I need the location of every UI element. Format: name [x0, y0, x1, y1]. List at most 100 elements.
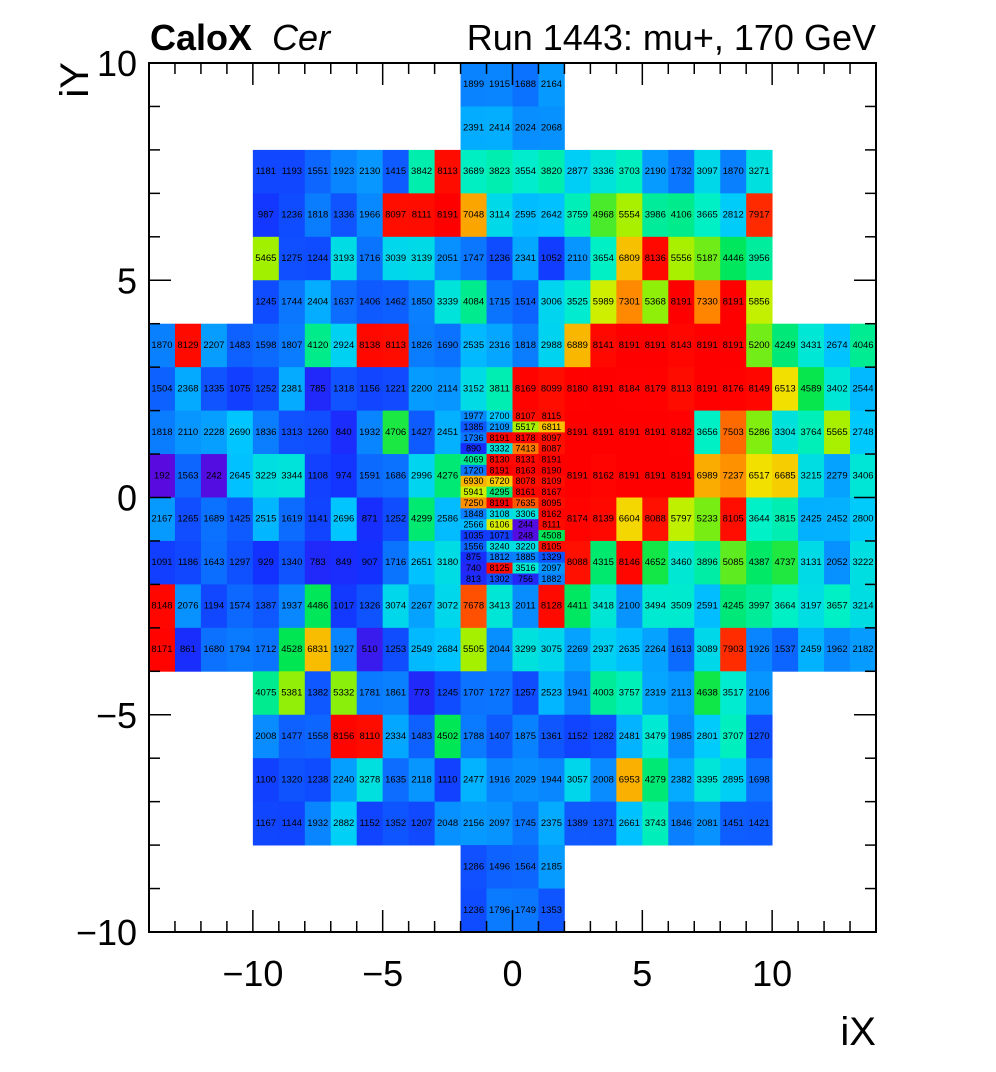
heatmap-cell: [668, 540, 695, 585]
cell-value-label: 1244: [307, 253, 328, 264]
heatmap-cell: [278, 497, 306, 542]
cell-value-label: 3395: [697, 774, 718, 785]
cell-value-label: 1496: [489, 861, 510, 872]
cell-value-label: 1340: [281, 557, 302, 568]
heatmap-cell: [382, 540, 410, 585]
cell-value-label: 4245: [723, 601, 744, 612]
heatmap-cell: [616, 323, 643, 368]
heatmap-cell: [746, 714, 773, 759]
cell-value-label: 3654: [593, 253, 614, 264]
cell-value-label: 2076: [177, 601, 198, 612]
heatmap-cell: [772, 497, 799, 542]
heatmap-cell: [694, 627, 721, 672]
cell-value-label: 4279: [645, 774, 666, 785]
heatmap-cell: [538, 530, 565, 542]
cell-value-label: 1108: [308, 470, 328, 481]
cell-value-label: 5085: [723, 557, 744, 568]
cell-value-label: 2748: [852, 427, 873, 438]
heatmap-cell: [642, 367, 669, 411]
heatmap-cell: [616, 280, 643, 325]
cell-value-label: 8148: [151, 601, 172, 612]
cell-value-label: 4486: [307, 601, 328, 612]
heatmap-cell: [278, 367, 306, 411]
cell-value-label: 773: [414, 688, 430, 699]
heatmap-cell: [538, 443, 565, 455]
heatmap-cell: [538, 280, 565, 325]
cell-value-label: 1326: [359, 601, 380, 612]
cell-value-label: 1688: [515, 79, 536, 90]
heatmap-cell: [382, 193, 410, 238]
cell-value-label: 8191: [645, 427, 666, 438]
cell-value-label: 4968: [593, 210, 614, 221]
heatmap-cell: [460, 475, 487, 488]
heatmap-cell: [486, 236, 513, 281]
cell-value-label: 8161: [515, 487, 535, 497]
y-tick-label: −10: [76, 912, 137, 953]
heatmap-cell: [330, 323, 358, 368]
cell-value-label: 5565: [826, 427, 847, 438]
heatmap-cell: [382, 236, 410, 281]
heatmap-cell: [538, 562, 565, 574]
heatmap-cell: [460, 464, 487, 477]
cell-value-label: 8162: [541, 509, 561, 519]
heatmap-cell: [408, 801, 435, 846]
cell-value-label: 1167: [256, 818, 276, 829]
heatmap-cell: [304, 497, 332, 542]
cell-value-label: 3703: [619, 166, 640, 177]
heatmap-cell: [460, 149, 487, 194]
heatmap-cell: [304, 280, 332, 325]
heatmap-cell: [278, 758, 306, 803]
cell-value-label: 4003: [593, 688, 614, 699]
cell-value-label: 1483: [229, 340, 250, 351]
heatmap-cell: [720, 149, 747, 194]
heatmap-cell: [278, 280, 306, 325]
heatmap-cell: [512, 758, 539, 803]
heatmap-cell: [356, 540, 384, 585]
cell-value-label: 813: [466, 574, 481, 584]
heatmap-cell: [460, 551, 487, 564]
heatmap-cell: [512, 475, 539, 488]
heatmap-cell: [486, 475, 513, 488]
heatmap-cell: [538, 801, 565, 846]
cell-value-label: 5941: [464, 487, 484, 497]
heatmap-cell: [330, 454, 358, 498]
heatmap-cell: [694, 323, 721, 368]
heatmap-cell: [512, 888, 539, 933]
heatmap-cell: [772, 627, 799, 672]
cell-value-label: 5556: [671, 253, 692, 264]
heatmap-cell: [434, 367, 461, 411]
heatmap-cell: [434, 671, 461, 716]
cell-value-label: 6889: [567, 340, 588, 351]
cell-value-label: 7048: [463, 210, 484, 221]
heatmap-cell: [512, 193, 539, 238]
heatmap-cell: [304, 193, 332, 238]
cell-value-label: 2661: [619, 818, 640, 829]
heatmap-cell: [486, 584, 513, 629]
cell-value-label: 987: [258, 210, 274, 221]
heatmap-cell: [486, 497, 513, 509]
cell-value-label: 3229: [255, 470, 276, 481]
cell-value-label: 4276: [437, 470, 458, 481]
cell-value-label: 4589: [801, 383, 822, 394]
cell-value-label: 2696: [333, 514, 354, 525]
cell-value-label: 2477: [463, 774, 484, 785]
heatmap-cell: [460, 671, 487, 716]
heatmap-cell: [512, 236, 539, 281]
cell-value-label: 8113: [671, 383, 691, 394]
cell-value-label: 1425: [229, 514, 250, 525]
axis-ticks: [148, 62, 877, 933]
cell-value-label: 1916: [489, 774, 510, 785]
cell-value-label: 6930: [464, 476, 484, 486]
cell-value-label: 3339: [437, 296, 458, 307]
heatmap-cell: [460, 454, 487, 466]
heatmap-cell: [668, 410, 695, 455]
cell-value-label: 1421: [749, 818, 770, 829]
heatmap-cell: [252, 236, 280, 281]
heatmap-cell: [694, 714, 721, 759]
heatmap-cell: [382, 584, 410, 629]
heatmap-cell: [408, 280, 435, 325]
cell-value-label: 8099: [541, 383, 562, 394]
cell-value-label: 1462: [385, 296, 406, 307]
heatmap-cell: [252, 627, 280, 672]
cell-value-label: 1238: [307, 774, 328, 785]
